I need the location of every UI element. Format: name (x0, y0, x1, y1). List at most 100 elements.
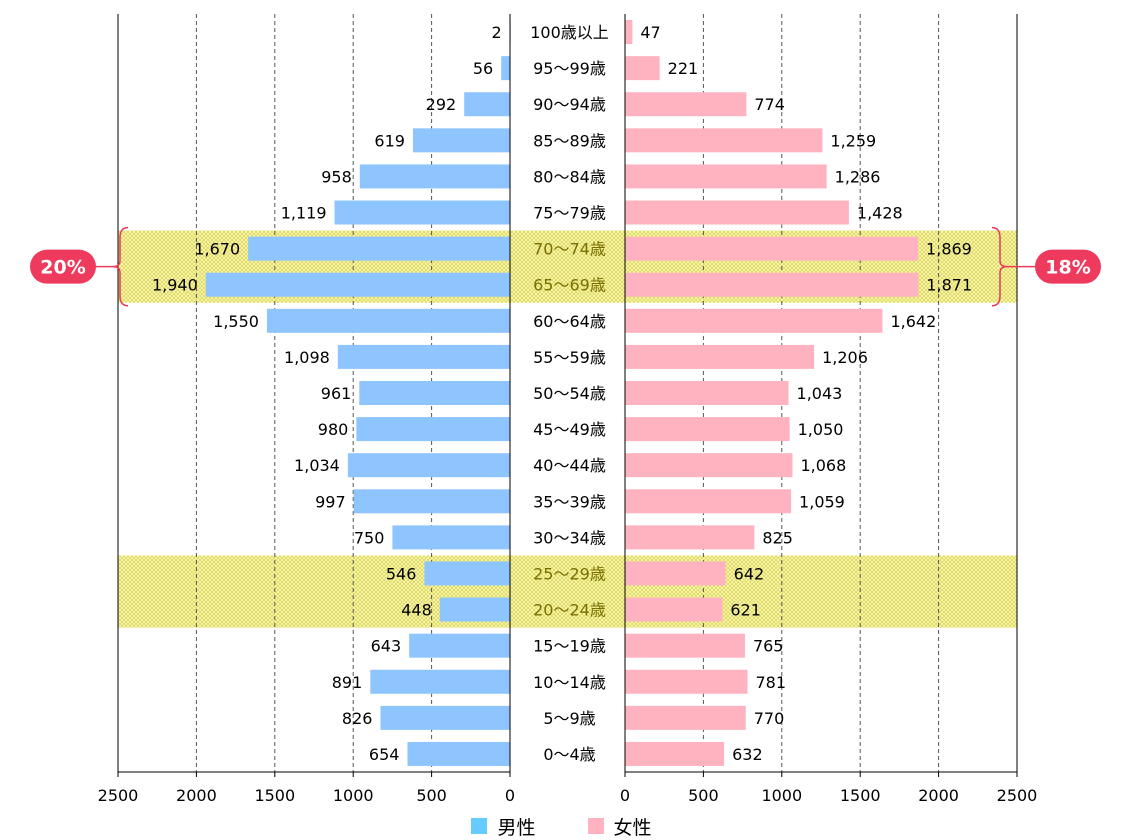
value-label-male-19: 891 (332, 673, 363, 692)
bar-male-14 (353, 489, 510, 514)
bar-male-12 (356, 417, 510, 442)
value-label-male-16: 546 (386, 564, 417, 583)
legend-swatch-male (471, 818, 488, 834)
bar-male-18 (409, 633, 510, 658)
tick-label-left-5: 500 (416, 786, 447, 805)
bar-female-16 (625, 561, 726, 586)
value-label-female-1: 47 (640, 23, 660, 42)
tick-label-right-2: 500 (688, 786, 719, 805)
value-label-female-12: 1,050 (798, 420, 844, 439)
population-pyramid-chart: 2 47 56 221 292 774 619 1,259 958 1,286 1,119 1,428… (30, 14, 1101, 805)
value-label-female-3: 774 (754, 95, 785, 114)
value-label-female-9: 1,642 (890, 312, 936, 331)
bar-male-4 (412, 128, 510, 153)
value-label-male-2: 56 (473, 59, 493, 78)
value-label-female-10: 1,206 (822, 348, 868, 367)
bar-female-3 (625, 92, 747, 117)
bar-female-19 (625, 669, 748, 694)
value-label-female-5: 1,286 (835, 167, 881, 186)
bar-male-10 (337, 344, 510, 369)
age-group-label-16: 25～29歳 (533, 564, 606, 583)
age-group-label-1: 100歳以上 (530, 23, 609, 42)
tick-label-left-6: 0 (505, 786, 515, 805)
bar-male-20 (380, 705, 510, 730)
bar-male-5 (359, 164, 510, 189)
value-label-male-1: 2 (491, 23, 501, 42)
legend-item-male: 男性 (471, 813, 536, 840)
age-group-label-20: 5～9歳 (543, 709, 595, 728)
bar-female-9 (625, 308, 883, 333)
tick-label-right-3: 1000 (761, 786, 802, 805)
value-label-male-4: 619 (374, 131, 405, 150)
value-label-female-11: 1,043 (797, 384, 843, 403)
value-label-female-14: 1,059 (799, 492, 845, 511)
value-label-female-20: 770 (754, 709, 785, 728)
axes: 2500 2000 1500 1000 500 0 0 500 1000 1500 2000 2500 (98, 14, 1037, 805)
bar-female-15 (625, 525, 755, 550)
value-label-female-21: 632 (732, 745, 763, 764)
bar-female-13 (625, 453, 793, 478)
age-group-label-9: 60～64歳 (533, 312, 606, 331)
value-label-male-12: 980 (318, 420, 349, 439)
bar-male-16 (424, 561, 510, 586)
age-group-label-17: 20～24歳 (533, 601, 606, 620)
value-label-male-9: 1,550 (213, 312, 259, 331)
highlight-band-2 (118, 555, 1017, 628)
bar-male-15 (392, 525, 510, 550)
bars (205, 20, 919, 766)
value-label-female-4: 1,259 (830, 131, 876, 150)
bar-female-6 (625, 200, 849, 225)
age-group-label-8: 65～69歳 (533, 276, 606, 295)
value-label-female-8: 1,871 (926, 276, 972, 295)
age-group-label-19: 10～14歳 (533, 673, 606, 692)
age-group-label-5: 80～84歳 (533, 167, 606, 186)
annotation-pill-right (1035, 249, 1101, 284)
bar-male-6 (334, 200, 510, 225)
age-group-label-7: 70～74歳 (533, 240, 606, 259)
bar-female-11 (625, 381, 789, 405)
annotation-text-left: 20% (40, 257, 85, 279)
value-label-male-8: 1,940 (152, 276, 198, 295)
value-label-male-17: 448 (401, 601, 432, 620)
annotation-text-right: 18% (1045, 257, 1090, 279)
value-label-female-13: 1,068 (800, 456, 846, 475)
bar-female-1 (625, 20, 633, 45)
bar-male-13 (347, 453, 510, 478)
bar-male-21 (407, 741, 510, 766)
value-label-male-10: 1,098 (284, 348, 330, 367)
gridlines (195, 14, 940, 772)
bar-female-10 (625, 344, 815, 369)
age-group-label-3: 90～94歳 (533, 95, 606, 114)
tick-label-right-5: 2000 (918, 786, 959, 805)
value-label-female-17: 621 (730, 601, 761, 620)
bar-male-11 (359, 381, 510, 405)
bar-female-4 (625, 128, 823, 153)
value-label-female-18: 765 (753, 637, 784, 656)
age-group-label-13: 40～44歳 (533, 456, 606, 475)
age-group-label-15: 30～34歳 (533, 528, 606, 547)
bar-male-17 (439, 597, 510, 622)
bar-male-2 (501, 56, 510, 81)
bar-female-14 (625, 489, 792, 514)
age-group-label-6: 75～79歳 (533, 204, 606, 223)
value-label-male-6: 1,119 (281, 204, 327, 223)
bar-female-18 (625, 633, 745, 658)
value-labels: 2 47 56 221 292 774 619 1,259 958 1,286 1,119 1,428… (152, 23, 972, 764)
value-label-female-2: 221 (668, 59, 699, 78)
bar-female-2 (625, 56, 660, 81)
value-label-male-3: 292 (426, 95, 457, 114)
value-label-male-18: 643 (371, 637, 402, 656)
age-group-label-18: 15～19歳 (533, 637, 606, 656)
bar-male-7 (248, 236, 511, 261)
value-label-female-7: 1,869 (926, 240, 972, 259)
legend-swatch-female (587, 818, 604, 834)
bar-female-5 (625, 164, 827, 189)
bar-female-7 (625, 236, 919, 261)
value-label-male-14: 997 (315, 492, 346, 511)
value-label-male-21: 654 (369, 745, 400, 764)
bar-male-19 (370, 669, 510, 694)
value-label-male-15: 750 (354, 528, 385, 547)
tick-label-right-1: 0 (620, 786, 630, 805)
age-group-label-2: 95～99歳 (533, 59, 606, 78)
legend: 男性 女性 (0, 812, 1123, 840)
